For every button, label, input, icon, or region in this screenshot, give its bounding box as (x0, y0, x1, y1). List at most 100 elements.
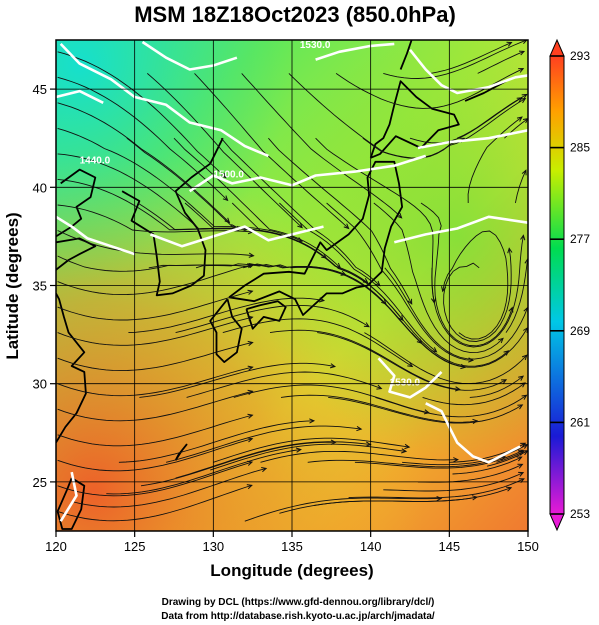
streamline-arrow (501, 379, 508, 385)
coastline (174, 443, 188, 461)
streamline (175, 304, 370, 334)
streamline-arrow (297, 222, 303, 229)
streamline-arrow (248, 263, 255, 269)
height-contour (59, 471, 78, 522)
coastline (56, 477, 86, 530)
streamline (384, 267, 528, 360)
streamline-arrow (517, 463, 524, 469)
streamline (173, 137, 341, 269)
streamline-arrow (521, 354, 528, 361)
streamline (496, 451, 524, 463)
streamline (364, 332, 528, 385)
streamline (57, 390, 253, 422)
streamline (57, 414, 253, 447)
colorbar-scale (549, 55, 565, 515)
streamline (505, 259, 528, 333)
streamline (57, 51, 227, 178)
streamline (477, 50, 525, 74)
streamline (411, 327, 528, 368)
streamline (383, 40, 527, 79)
streamline (222, 318, 413, 367)
streamline-arrow (521, 40, 528, 45)
y-tick-label: 25 (33, 475, 47, 490)
x-tick-label: 150 (517, 539, 539, 554)
height-contour (377, 357, 443, 399)
streamline-arrow (436, 495, 443, 502)
streamline (457, 94, 527, 139)
streamline-arrow (521, 93, 528, 99)
colorbar-tick-label: 285 (570, 141, 590, 155)
streamline (57, 127, 236, 228)
streamline-arrow (518, 68, 525, 73)
streamline-arrow (407, 298, 413, 305)
contour-label: 1500.0 (213, 169, 244, 180)
colorbar-ticks: 293 285 277 269 261 253 (550, 49, 590, 521)
streamline (315, 137, 435, 303)
streamline (57, 316, 253, 346)
streamline (469, 375, 524, 398)
streamline (140, 441, 336, 487)
x-tick-label: 145 (438, 539, 460, 554)
streamline (210, 443, 407, 471)
streamline-arrow (518, 451, 525, 456)
streamline-arrow (516, 456, 523, 462)
height-contour (408, 48, 528, 95)
streamline (241, 73, 402, 219)
credit-data: Data from http://database.rish.kyoto-u.a… (161, 611, 435, 622)
axis-ticks (50, 88, 529, 537)
streamline (57, 290, 253, 321)
plot-area: 1440.0 1530.0 1500.0 1530.0 (56, 40, 528, 531)
streamline-arrow (520, 442, 527, 448)
streamline-arrow (453, 457, 459, 463)
streamline (326, 202, 473, 361)
streamline-arrow (363, 322, 370, 328)
streamline (57, 264, 253, 296)
streamline (348, 478, 525, 499)
streamline (313, 487, 512, 506)
streamline (57, 230, 254, 257)
streamline (260, 450, 458, 463)
streamline-arrow (520, 98, 527, 104)
streamline-arrow (517, 404, 524, 410)
coastline (56, 168, 97, 238)
coastlines (56, 40, 507, 530)
map-title: MSM 18Z18Oct2023 (850.0hPa) (134, 2, 456, 27)
height-contour (56, 89, 104, 104)
streamline-arrow (506, 486, 513, 492)
streamline (280, 394, 478, 423)
coastline (56, 237, 97, 271)
streamline-arrow (507, 247, 513, 254)
contour-label: 1530.0 (300, 40, 331, 51)
height-contours: 1440.0 1530.0 1500.0 1530.0 (56, 40, 528, 522)
streamline (467, 116, 523, 204)
colorbar-max-triangle (549, 38, 565, 57)
streamline-arrow (498, 337, 504, 344)
credit-drawing: Drawing by DCL (https://www.gfd-dennou.o… (162, 597, 435, 608)
streamline-arrow (224, 217, 231, 224)
streamline-arrow (518, 471, 525, 477)
x-tick-label: 125 (124, 539, 146, 554)
colorbar-tick-label: 261 (570, 415, 590, 429)
streamline-arrow (518, 375, 525, 381)
streamlines (57, 40, 528, 522)
streamline (128, 297, 324, 334)
streamline-arrow (247, 413, 254, 419)
streamline (175, 441, 371, 479)
streamline-arrow (220, 172, 227, 179)
streamline-arrow (518, 478, 525, 484)
streamline (139, 362, 335, 398)
streamline-arrow (516, 116, 523, 122)
colorbar-min-triangle (549, 513, 565, 532)
height-contour (59, 43, 269, 158)
coastline (399, 40, 413, 70)
streamline-arrow (376, 384, 383, 390)
streamline-arrow (521, 169, 527, 176)
streamline (57, 461, 253, 497)
streamline-arrow (520, 234, 526, 241)
colorbar-tick-label: 269 (570, 324, 590, 338)
streamline-arrow (518, 50, 526, 56)
height-contour (315, 42, 395, 61)
height-contour (417, 129, 528, 150)
colorbar-tick-label: 253 (570, 507, 590, 521)
height-contour (141, 40, 238, 71)
